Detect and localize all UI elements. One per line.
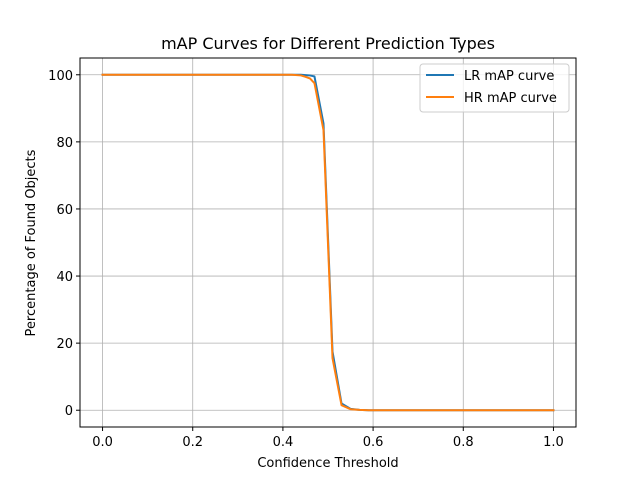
y-tick-label: 60 — [56, 203, 73, 218]
x-tick-label: 0.4 — [273, 435, 294, 450]
y-tick-label: 80 — [56, 136, 73, 151]
y-tick-label: 20 — [56, 337, 73, 352]
legend-label-hr: HR mAP curve — [464, 91, 557, 106]
axes-frame — [79, 57, 577, 428]
x-axis-label: Confidence Threshold — [257, 456, 398, 471]
legend-label-lr: LR mAP curve — [464, 69, 554, 84]
x-tick-label: 0.0 — [92, 435, 113, 450]
x-axis-ticks: 0.0 0.2 0.4 0.6 0.8 1.0 — [92, 427, 564, 450]
x-tick-label: 0.8 — [453, 435, 474, 450]
series-line-hr — [101, 73, 555, 412]
y-tick-label: 0 — [65, 404, 73, 419]
x-tick-label: 0.6 — [363, 435, 384, 450]
x-tick-label: 1.0 — [543, 435, 564, 450]
legend-box — [419, 63, 570, 113]
x-tick-label: 0.2 — [182, 435, 203, 450]
y-tick-label: 40 — [56, 270, 73, 285]
y-axis-ticks: 0 20 40 60 80 100 — [48, 69, 80, 419]
legend: LR mAP curve HR mAP curve — [419, 63, 570, 113]
plot-area — [101, 73, 555, 412]
chart-title: mAP Curves for Different Prediction Type… — [161, 34, 495, 53]
y-tick-label: 100 — [48, 69, 73, 84]
y-axis-label: Percentage of Found Objects — [24, 149, 39, 336]
grid — [80, 58, 576, 427]
